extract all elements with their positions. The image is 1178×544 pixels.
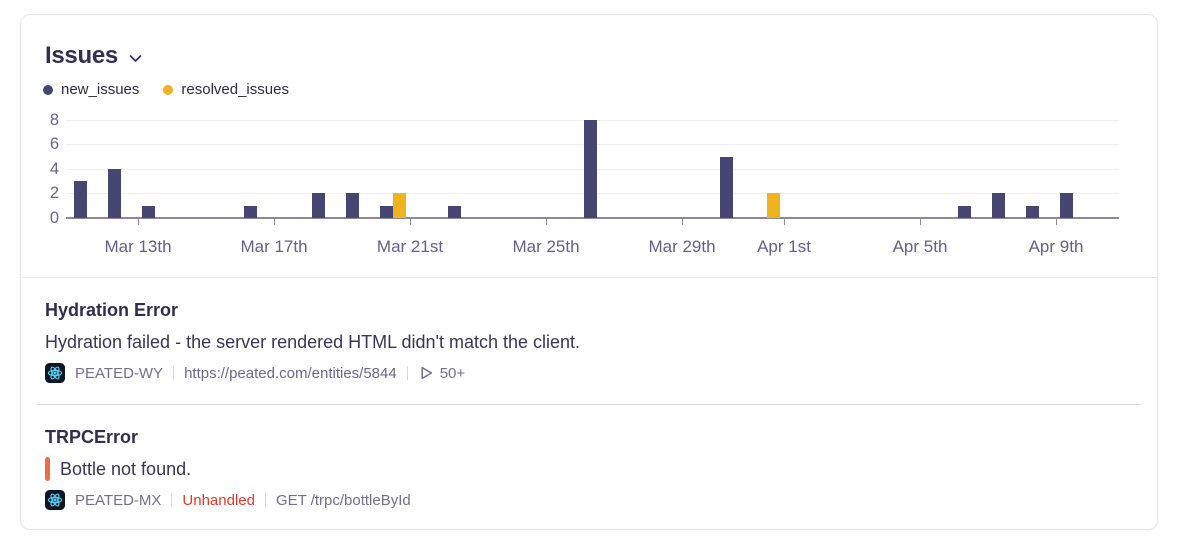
x-axis-tick <box>137 219 139 225</box>
issue-meta: PEATED-WY https://peated.com/entities/58… <box>45 362 1133 384</box>
y-axis-label: 2 <box>49 184 59 203</box>
issues-widget-card: Issues new_issues resolved_issues 0 2 4 6 8 M… <box>20 14 1158 530</box>
separator <box>406 366 408 380</box>
issue-row[interactable]: TRPCError Bottle not found. PEATED-MX Un… <box>21 405 1157 529</box>
x-axis-label: Mar 29th <box>648 237 716 256</box>
chart-bar-new_issues <box>244 205 257 218</box>
separator <box>173 366 175 380</box>
x-axis-tick <box>273 219 275 225</box>
react-icon <box>45 363 65 383</box>
x-axis-line <box>66 217 1119 219</box>
chart-bar-new_issues <box>992 193 1005 218</box>
error-level-marker <box>45 457 50 481</box>
x-axis-tick <box>681 219 683 225</box>
x-axis-label: Apr 5th <box>892 237 948 256</box>
chart-bar-new_issues <box>720 156 733 218</box>
unhandled-badge: Unhandled <box>182 491 255 509</box>
chart-bar-new_issues <box>584 119 597 218</box>
chart-bar-resolved_issues <box>767 193 780 218</box>
issues-dropdown[interactable]: Issues <box>45 42 144 70</box>
chart-bar-resolved_issues <box>393 193 406 218</box>
chart-bar-new_issues <box>346 193 359 218</box>
x-axis-label: Mar 25th <box>512 237 580 256</box>
project-slug: PEATED-WY <box>75 364 164 382</box>
chart-bar-new_issues <box>74 181 87 218</box>
y-axis-label: 6 <box>49 135 59 154</box>
issue-title[interactable]: TRPCError <box>45 427 139 447</box>
chart-bar-new_issues <box>380 205 393 218</box>
issue-title[interactable]: Hydration Error <box>45 300 179 320</box>
chart-bar-new_issues <box>108 168 121 218</box>
play-icon <box>421 366 432 380</box>
separator <box>264 493 266 507</box>
react-icon <box>45 490 65 510</box>
x-axis-label: Mar 13th <box>104 237 172 256</box>
chart-bar-new_issues <box>958 205 971 218</box>
y-axis-label: 0 <box>49 209 59 227</box>
y-axis-label: 8 <box>49 110 59 129</box>
chart-bar-new_issues <box>312 193 325 218</box>
widget-title: Issues <box>45 42 118 69</box>
issue-culprit-link[interactable]: https://peated.com/entities/5844 <box>184 364 397 382</box>
legend-label: new_issues <box>61 81 140 98</box>
x-axis-tick <box>783 219 785 225</box>
legend-label: resolved_issues <box>181 81 289 98</box>
divider <box>37 404 1141 405</box>
x-axis-label: Mar 21st <box>376 237 444 256</box>
y-axis-label: 4 <box>49 159 59 178</box>
chart-legend: new_issues resolved_issues <box>43 81 289 98</box>
issue-row[interactable]: Hydration Error Hydration failed - the s… <box>21 278 1157 404</box>
legend-item-new-issues[interactable]: new_issues <box>43 81 139 98</box>
x-axis-tick <box>1055 219 1057 225</box>
x-axis-tick <box>545 219 547 225</box>
x-axis-label: Apr 9th <box>1028 237 1084 256</box>
issue-message: Hydration failed - the server rendered H… <box>45 332 581 352</box>
chart-bar-new_issues <box>448 205 461 218</box>
x-axis-label: Mar 17th <box>240 237 308 256</box>
issue-message: Bottle not found. <box>45 457 1133 481</box>
issues-chart: Issues new_issues resolved_issues 0 2 4 6 8 M… <box>21 15 1157 278</box>
request-path: GET /trpc/bottleById <box>275 491 411 509</box>
x-axis-label: Apr 1st <box>757 237 811 256</box>
legend-item-resolved-issues[interactable]: resolved_issues <box>163 81 289 98</box>
issue-meta: PEATED-MX Unhandled GET /trpc/bottleById <box>45 489 1133 511</box>
project-slug: PEATED-MX <box>75 491 162 509</box>
chart-bar-new_issues <box>142 205 155 218</box>
chart-bar-new_issues <box>1026 205 1039 218</box>
separator <box>171 493 173 507</box>
new-issues-dot-icon <box>43 84 53 95</box>
resolved-issues-dot-icon <box>163 84 174 95</box>
x-axis-tick <box>919 219 921 225</box>
chevron-down-icon <box>129 54 142 62</box>
replay-count: 50+ <box>418 365 465 382</box>
chart-bar-new_issues <box>1060 193 1073 218</box>
x-axis-tick <box>409 219 411 225</box>
